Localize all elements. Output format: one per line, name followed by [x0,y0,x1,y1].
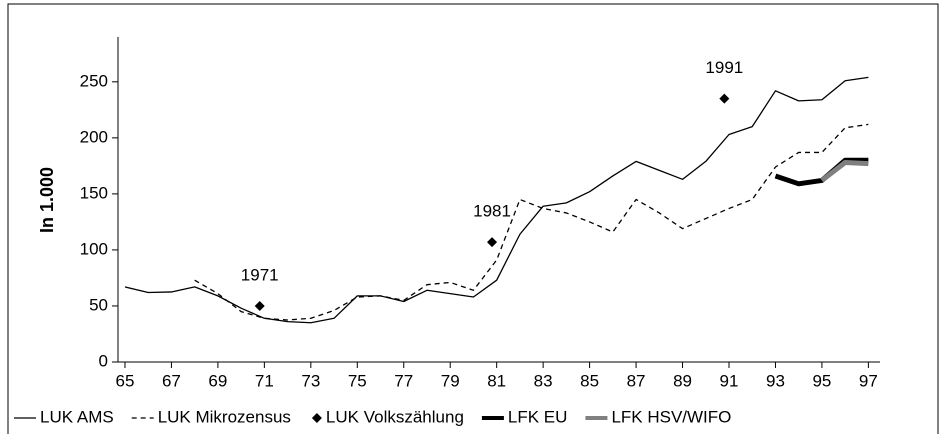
y-tick-label: 250 [80,71,108,90]
x-tick-label: 79 [441,371,460,390]
legend-label: LFK HSV/WIFO [611,407,731,426]
series-line [194,123,869,321]
y-tick-label: 0 [99,351,108,370]
series-line [124,76,869,324]
x-tick-label: 97 [859,371,878,390]
x-tick-label: 91 [720,371,739,390]
x-tick-label: 87 [627,371,646,390]
y-axis-label: In 1.000 [37,167,57,233]
marker [487,237,498,248]
x-tick-label: 71 [255,371,274,390]
x-tick-label: 85 [580,371,599,390]
x-tick-label: 67 [162,371,181,390]
x-tick-label: 75 [348,371,367,390]
chart-frame [7,3,939,439]
x-tick-label: 65 [116,371,135,390]
x-tick-label: 77 [394,371,413,390]
legend-label: LFK EU [508,407,568,426]
y-tick-label: 50 [89,295,108,314]
x-tick-label: 95 [812,371,831,390]
y-tick-label: 150 [80,183,108,202]
marker [719,93,730,104]
series-line [820,160,869,183]
x-tick-label: 69 [208,371,227,390]
x-tick-label: 89 [673,371,692,390]
y-tick-label: 100 [80,239,108,258]
legend-label: LUK AMS [40,407,114,426]
annotation: 1971 [241,265,279,284]
y-tick-label: 200 [80,127,108,146]
legend-label: LUK Volkszählung [326,407,464,426]
legend-symbol [311,413,322,423]
x-tick-label: 93 [766,371,785,390]
x-tick-label: 73 [301,371,320,390]
annotation: 1981 [473,202,511,221]
x-tick-label: 83 [534,371,553,390]
marker [254,300,265,311]
legend-label: LUK Mikrozensus [158,407,291,426]
x-tick-label: 81 [487,371,506,390]
annotation: 1991 [705,58,743,77]
